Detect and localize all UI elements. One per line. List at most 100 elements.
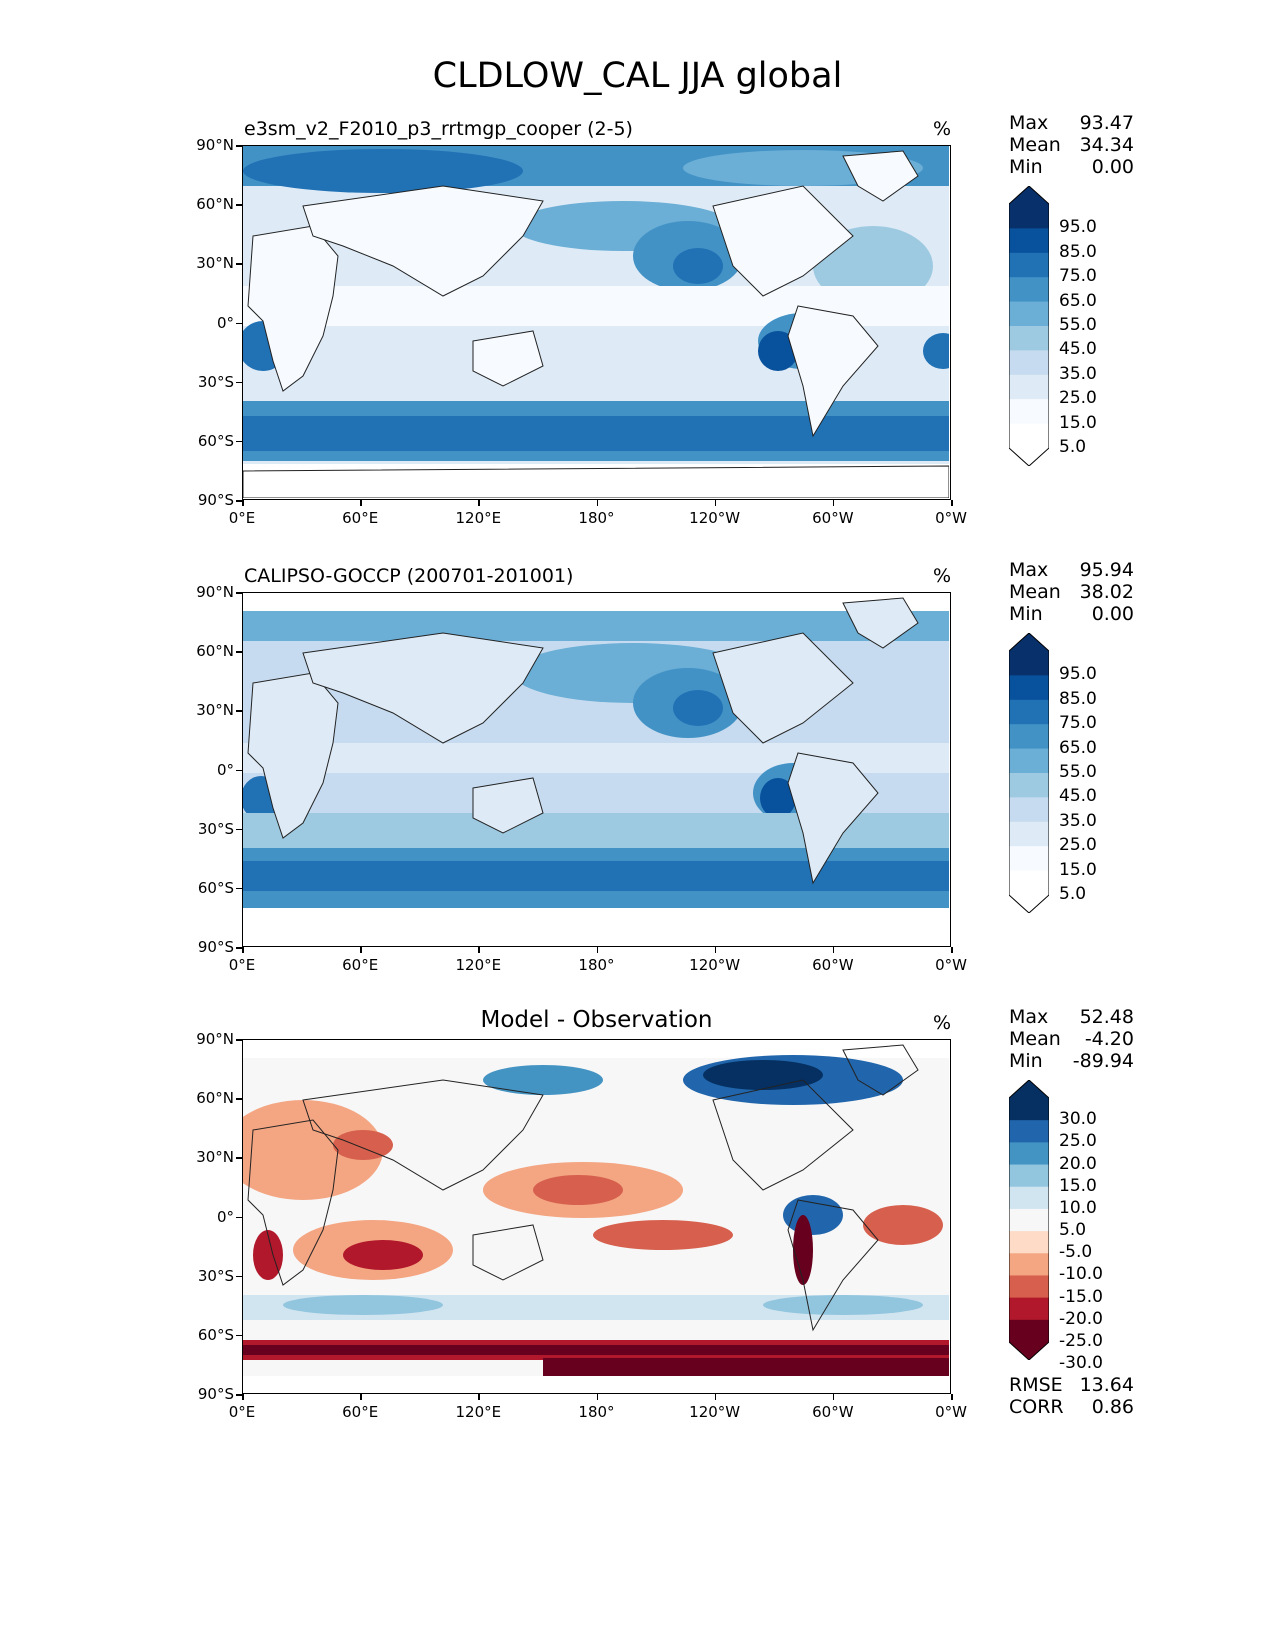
colorbar-label: 15.0	[1059, 412, 1097, 433]
colorbar-segment	[1009, 1142, 1049, 1166]
colorbar-label: 30.0	[1059, 1109, 1097, 1130]
stat-max: Max 52.48	[1009, 1006, 1134, 1028]
colorbar-label: -5.0	[1059, 1242, 1093, 1263]
colorbar-label: -30.0	[1059, 1353, 1103, 1374]
colorbar-segment	[1009, 651, 1049, 676]
lat-tick-mark	[236, 145, 242, 147]
panel-3-map	[242, 1039, 951, 1394]
panel-3-units: %	[933, 1012, 952, 1034]
colorbar-label: 85.0	[1059, 688, 1097, 709]
lat-tick-label: 60°S	[197, 878, 234, 897]
colorbar-label: -10.0	[1059, 1264, 1103, 1285]
colorbar-segment	[1009, 748, 1049, 774]
colorbar-label: 15.0	[1059, 1175, 1097, 1196]
panel-3-colorbar: 30.0 25.0 20.0 15.0 10.0 5.0 -5.0 -10.0 -15.0 -20…	[1008, 1079, 1103, 1373]
lon-tick-mark	[360, 500, 362, 506]
lat-tick-mark	[236, 381, 242, 384]
lat-tick-label: 30°S	[197, 819, 234, 838]
colorbar-segment	[1009, 423, 1049, 449]
colorbar-label: 95.0	[1059, 217, 1097, 238]
colorbar-segment	[1009, 228, 1049, 254]
lon-tick-label: 0°W	[935, 509, 967, 527]
lon-tick-label: 60°E	[342, 509, 379, 527]
lat-tick-mark	[236, 651, 242, 653]
lat-tick-label: 60°N	[196, 1089, 234, 1108]
panel-3-extra-stats: RMSE 13.64 CORR 0.86	[1009, 1374, 1134, 1418]
colorbar-label: 35.0	[1059, 810, 1097, 831]
lon-tick-mark	[478, 947, 480, 953]
lat-tick-label: 60°N	[196, 642, 234, 661]
panel-1-title: e3sm_v2_F2010_p3_rrtmgp_cooper (2-5)	[244, 118, 633, 140]
stat-mean: Mean 34.34	[1009, 134, 1134, 156]
lon-tick-label: 120°W	[689, 956, 741, 974]
colorbar-extend-top	[1009, 186, 1049, 204]
colorbar-label: 75.0	[1059, 266, 1097, 287]
lon-tick-mark	[951, 500, 953, 506]
lon-tick-label: 180°	[578, 509, 615, 527]
colorbar-segment	[1009, 277, 1049, 303]
lat-tick-mark	[236, 1275, 242, 1278]
lat-tick-label: 90°S	[197, 938, 234, 956]
lon-tick-label: 180°	[578, 1403, 615, 1421]
colorbar-segment	[1009, 1120, 1049, 1143]
lat-tick-mark	[236, 1394, 242, 1396]
lon-tick-mark	[832, 1394, 835, 1400]
colorbar-extend-top	[1009, 1080, 1049, 1098]
lon-tick-mark	[951, 1394, 953, 1400]
colorbar-label: 35.0	[1059, 363, 1097, 384]
colorbar-segment	[1009, 724, 1049, 750]
colorbar-label: 20.0	[1059, 1153, 1097, 1174]
colorbar-segment	[1009, 326, 1049, 351]
colorbar-segment	[1009, 675, 1049, 701]
colorbar-segment	[1009, 1164, 1049, 1188]
lat-tick-label: 30°S	[197, 1266, 234, 1285]
lon-tick-label: 0°E	[228, 509, 256, 527]
lon-tick-mark	[360, 1394, 362, 1400]
lat-tick-label: 30°N	[196, 701, 234, 720]
colorbar-segment	[1009, 1297, 1049, 1321]
lat-tick-mark	[236, 204, 242, 206]
panel-1-stats: Max 93.47 Mean 34.34 Min 0.00	[1009, 112, 1134, 178]
panel-2-title: CALIPSO-GOCCP (200701-201001)	[244, 565, 574, 587]
lon-tick-mark	[242, 947, 244, 953]
panel-2-map	[242, 592, 951, 947]
stat-mean: Mean -4.20	[1009, 1028, 1134, 1050]
stat-max: Max 95.94	[1009, 559, 1134, 581]
lat-tick-mark	[236, 500, 242, 502]
colorbar-extend-bottom	[1009, 448, 1049, 466]
lat-tick-label: 30°N	[196, 254, 234, 273]
stat-min: Min 0.00	[1009, 156, 1134, 178]
figure-title: CLDLOW_CAL JJA global	[432, 56, 843, 96]
lon-tick-label: 120°E	[455, 509, 502, 527]
lon-tick-label: 0°E	[228, 956, 256, 974]
lon-tick-label: 0°W	[935, 1403, 967, 1421]
panel-2-stats: Max 95.94 Mean 38.02 Min 0.00	[1009, 559, 1134, 625]
lon-tick-mark	[478, 1394, 480, 1400]
lon-tick-mark	[596, 947, 598, 953]
panel-3-title: Model - Observation	[480, 1007, 713, 1033]
lat-tick-mark	[236, 1157, 242, 1159]
colorbar-label: 75.0	[1059, 713, 1097, 734]
panel-2-units: %	[933, 565, 952, 587]
colorbar-label: 5.0	[1059, 884, 1087, 904]
lon-tick-mark	[832, 500, 835, 506]
lat-tick-mark	[236, 322, 242, 324]
colorbar-extend-bottom	[1009, 1342, 1049, 1360]
lon-tick-label: 120°E	[455, 956, 502, 974]
lon-tick-label: 0°W	[935, 956, 967, 974]
colorbar-label: 95.0	[1059, 664, 1097, 685]
panel-1-units: %	[933, 118, 952, 140]
colorbar-segment	[1009, 1231, 1049, 1254]
colorbar-segment	[1009, 773, 1049, 798]
lon-tick-label: 60°W	[812, 509, 854, 527]
colorbar-label: 55.0	[1059, 315, 1097, 335]
lon-tick-mark	[951, 947, 953, 953]
colorbar-label: -25.0	[1059, 1331, 1103, 1351]
stat-max: Max 93.47	[1009, 112, 1134, 134]
lon-tick-label: 120°W	[689, 1403, 741, 1421]
colorbar-segment	[1009, 870, 1049, 896]
colorbar-segment	[1009, 821, 1049, 847]
panel-1-colorbar: 95.0 85.0 75.0 65.0 55.0 45.0 35.0 25.0 15.0 5.0	[1008, 185, 1097, 467]
colorbar-segment	[1009, 350, 1049, 376]
lat-tick-mark	[236, 1334, 242, 1337]
